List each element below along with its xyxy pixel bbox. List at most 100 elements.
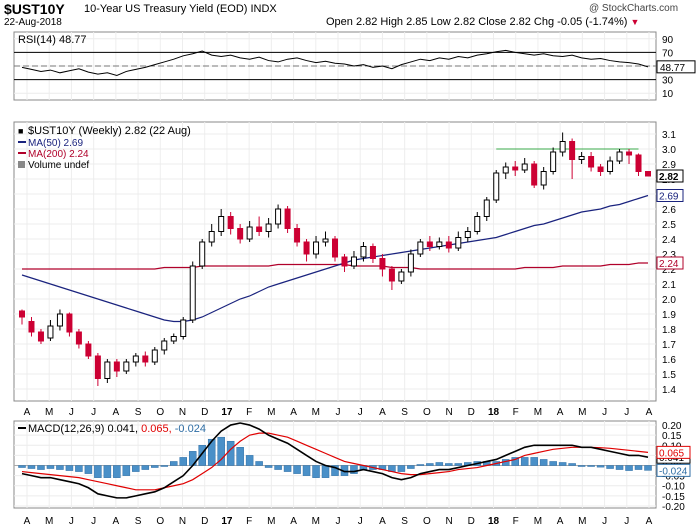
macd-histogram-bar — [445, 463, 453, 466]
candle-body — [369, 246, 376, 259]
price-x-label: M — [45, 407, 53, 418]
macd-x-label: M — [578, 516, 586, 527]
price-x-label: A — [24, 407, 31, 418]
macd-x-label: S — [135, 516, 142, 527]
rsi-legend: RSI(14) 48.77 — [18, 34, 86, 46]
price-tick-label: 2.4 — [662, 235, 676, 246]
macd-legend-part: 0.065, — [138, 423, 172, 435]
macd-signal-line — [21, 432, 649, 491]
macd-histogram-bar — [615, 465, 624, 470]
macd-histogram-bar — [255, 461, 263, 466]
price-x-label: M — [312, 407, 320, 418]
price-value-label: 2.82 — [656, 169, 684, 183]
macd-histogram-bar — [549, 461, 557, 466]
candle-body — [237, 228, 244, 240]
macd-x-label: J — [91, 516, 96, 527]
macd-x-label: M — [534, 516, 542, 527]
macd-x-label: D — [201, 516, 208, 527]
rsi-value-text: 48.77 — [660, 63, 685, 74]
macd-x-label: A — [379, 516, 386, 527]
price-x-label: M — [578, 407, 586, 418]
candle-body — [540, 171, 547, 186]
macd-legend: MACD(12,26,9) 0.041, 0.065, -0.024 — [28, 423, 206, 435]
price-x-label: J — [91, 407, 96, 418]
macd-histogram-bar — [397, 465, 406, 472]
candle-body — [626, 151, 633, 156]
rsi-line — [21, 49, 649, 77]
rsi-value-label: 48.77 — [656, 60, 696, 74]
macd-histogram-bar — [113, 465, 121, 478]
candle-body — [607, 160, 614, 172]
price-x-label: D — [468, 407, 475, 418]
candle-body — [493, 172, 500, 201]
candle-body — [360, 246, 367, 258]
macd-histogram-bar — [179, 457, 187, 466]
price-x-label: A — [379, 407, 386, 418]
candle-body — [407, 253, 414, 273]
price-value-box — [656, 256, 684, 270]
macd-x-label: 17 — [221, 516, 233, 527]
macd-tick-label: 0.15 — [662, 431, 682, 442]
macd-tick-label: 0.20 — [662, 421, 682, 432]
macd-tick-label: -0.10 — [662, 482, 685, 493]
price-x-label: A — [113, 407, 120, 418]
macd-histogram-bar — [293, 465, 301, 474]
stockcharts-credit[interactable]: @ StockCharts.com — [589, 3, 679, 14]
macd-histogram-bar — [207, 438, 216, 466]
candle-body — [578, 156, 585, 160]
macd-x-label: F — [513, 516, 519, 527]
price-legend-title: $UST10Y (Weekly) 2.82 (22 Aug) — [28, 125, 191, 137]
ma50-line — [21, 194, 649, 323]
macd-legend-part: -0.024 — [172, 423, 206, 435]
macd-value-text: -0.024 — [659, 466, 688, 477]
candle-body — [635, 154, 642, 172]
macd-histogram-bar — [18, 465, 26, 468]
macd-tick-label: -0.15 — [662, 492, 685, 503]
price-tick-label: 2.1 — [662, 280, 676, 291]
macd-histogram-bar — [27, 465, 36, 469]
macd-histogram-bar — [170, 461, 178, 466]
price-tick-label: 1.5 — [662, 370, 676, 381]
candle-body — [350, 256, 357, 267]
macd-histogram-bar — [141, 465, 150, 470]
candle-body — [19, 310, 25, 318]
macd-histogram-bar — [350, 465, 358, 474]
rsi-value-box — [656, 60, 696, 74]
price-value-text: 2.69 — [659, 192, 679, 203]
macd-x-label: A — [557, 516, 564, 527]
price-x-label: N — [179, 407, 186, 418]
macd-x-label: J — [336, 516, 341, 527]
candle-body — [170, 336, 177, 342]
ma200-legend: MA(200) 2.24 — [28, 149, 89, 160]
macd-x-label: A — [24, 516, 31, 527]
macd-histogram-bar — [132, 465, 140, 472]
price-x-label: J — [602, 407, 607, 418]
price-tick-label: 1.9 — [662, 310, 676, 321]
macd-x-label: A — [290, 516, 297, 527]
macd-histogram-bar — [644, 465, 652, 471]
price-x-label: A — [557, 407, 564, 418]
price-x-label: O — [423, 407, 431, 418]
price-tick-label: 2.9 — [662, 160, 676, 171]
chart-description: 10-Year US Treasury Yield (EOD) INDX — [84, 3, 277, 15]
macd-histogram-bar — [75, 465, 83, 472]
macd-histogram-bar — [634, 465, 643, 470]
macd-value-box — [656, 445, 691, 459]
candle-body — [398, 271, 405, 282]
candle-body — [75, 331, 82, 345]
candle-body — [104, 361, 111, 379]
candle-body — [417, 241, 424, 255]
macd-value-label: -0.024 — [656, 463, 691, 477]
price-value-label: 2.69 — [656, 189, 684, 203]
candle-body — [436, 241, 443, 247]
macd-x-label: S — [401, 516, 408, 527]
candle-body — [426, 241, 433, 247]
macd-histogram-bar — [321, 465, 330, 478]
price-x-label: A — [290, 407, 297, 418]
macd-x-label: A — [646, 516, 653, 527]
candle-body — [559, 141, 566, 153]
macd-x-label: J — [602, 516, 607, 527]
price-x-label: A — [646, 407, 653, 418]
candle-body — [569, 141, 576, 160]
macd-x-label: 18 — [488, 516, 500, 527]
